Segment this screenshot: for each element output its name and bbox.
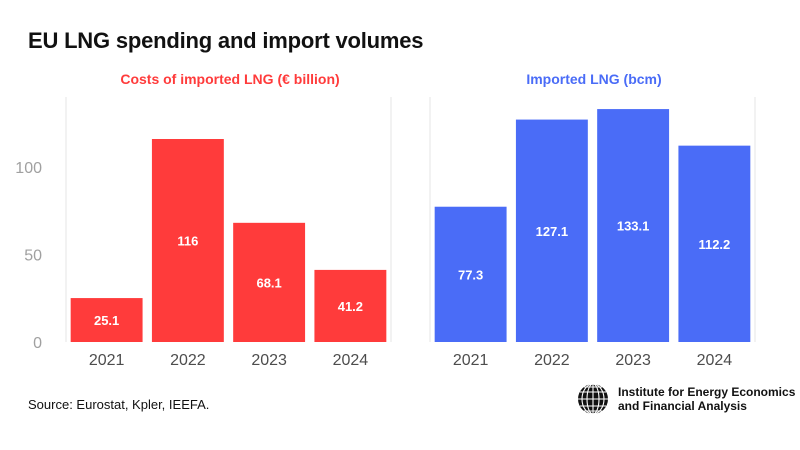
left-category-label: 2023 [251, 352, 287, 369]
right-value-label: 112.2 [698, 237, 730, 252]
left-category-label: 2021 [89, 352, 125, 369]
left-bar-2021 [70, 298, 143, 342]
left-bar-2023 [233, 222, 306, 342]
left-bar-2024 [314, 269, 387, 342]
right-bar-chart: 77.3 2021 127.1 2022 133.1 2023 112.2 2024 [429, 97, 756, 369]
right-category-label: 2023 [615, 352, 651, 369]
globe-icon [578, 383, 608, 415]
right-value-label: 127.1 [536, 224, 569, 239]
right-bar-2023 [597, 109, 670, 342]
right-chart-title: Imported LNG (bcm) [526, 71, 662, 87]
left-value-label: 68.1 [256, 275, 281, 290]
logo-line-1: Institute for Energy Economics [618, 385, 796, 399]
left-bar-chart: 0 50 100 25.1 2021 116 2022 68.1 2023 41.2 2024 [15, 97, 392, 369]
ieefa-logo: Institute for Energy Economics and Finan… [576, 382, 795, 416]
left-chart-title: Costs of imported LNG (€ billion) [120, 71, 340, 87]
left-category-label: 2024 [333, 352, 369, 369]
right-bar-2024 [678, 145, 751, 342]
right-bar-2022 [515, 119, 588, 342]
left-value-label: 25.1 [94, 313, 119, 328]
right-bar-2021 [434, 206, 507, 342]
chart-title: EU LNG spending and import volumes [28, 28, 424, 53]
right-value-label: 133.1 [617, 219, 650, 234]
left-ytick-label: 50 [24, 248, 42, 265]
right-value-label: 77.3 [458, 267, 483, 282]
left-ytick-label: 0 [33, 335, 42, 352]
logo-text: Institute for Energy Economics and Finan… [618, 385, 795, 413]
left-category-label: 2022 [170, 352, 206, 369]
left-ytick-label: 100 [15, 160, 42, 177]
left-value-label: 116 [177, 234, 198, 249]
right-category-label: 2024 [697, 352, 733, 369]
left-bar-2022 [151, 139, 224, 342]
logo-line-2: and Financial Analysis [618, 399, 747, 413]
right-category-label: 2021 [453, 352, 489, 369]
left-value-label: 41.2 [338, 299, 363, 314]
source-note: Source: Eurostat, Kpler, IEEFA. [28, 397, 210, 412]
right-category-label: 2022 [534, 352, 570, 369]
